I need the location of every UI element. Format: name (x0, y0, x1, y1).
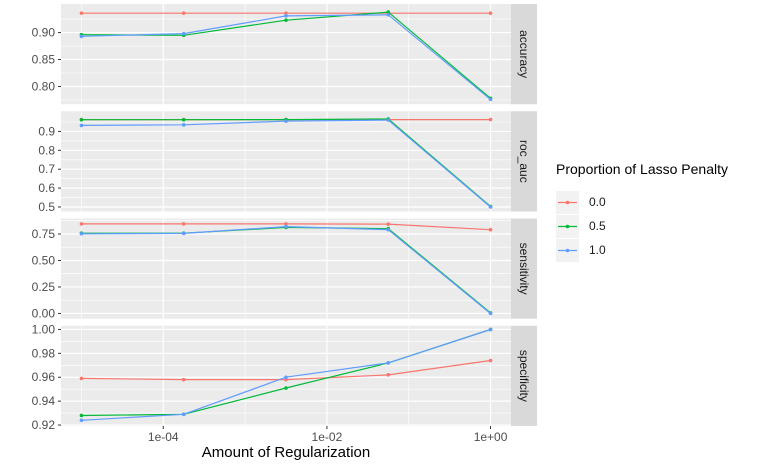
data-point (284, 11, 288, 15)
data-point (181, 222, 186, 226)
y-tick-label: 0.90 (32, 26, 56, 40)
data-point (79, 418, 84, 423)
facet-strip-label: roc_auc (517, 140, 531, 183)
y-tick-label: 0.5 (38, 200, 55, 214)
data-point (488, 11, 493, 15)
facet-strip (511, 4, 537, 105)
facet-strip (511, 325, 537, 426)
data-point (181, 377, 186, 382)
facet-strip-label: specificity (517, 350, 531, 402)
y-tick-label: 0.80 (32, 79, 56, 93)
y-tick-label: 0.85 (32, 53, 56, 67)
y-tick-label: 0.75 (32, 227, 56, 241)
data-point (79, 376, 84, 381)
facet-strip (511, 111, 537, 212)
legend-entries: 0.0 0.5 1.0 (556, 190, 766, 262)
data-point (386, 118, 391, 122)
x-tick-label: 1e-02 (312, 430, 343, 444)
y-tick-label: 0.94 (32, 394, 56, 408)
legend-entry-label: 0.5 (589, 219, 606, 233)
data-point (79, 117, 84, 122)
y-tick-label: 0.98 (32, 346, 56, 360)
y-tick-label: 0.00 (32, 306, 56, 320)
x-axis-title: Amount of Regularization (201, 444, 371, 461)
legend-key-icon (556, 214, 579, 238)
data-point (79, 222, 84, 226)
legend-entry-0.0: 0.0 (556, 190, 766, 214)
data-point (79, 11, 84, 15)
x-tick-label: 1e-04 (148, 430, 179, 444)
y-tick-label: 0.25 (32, 280, 56, 294)
legend-entry-label: 0.0 (589, 195, 606, 209)
data-point (386, 373, 391, 377)
data-point (181, 31, 186, 36)
legend-entry-label: 1.0 (589, 243, 606, 257)
facet-strip-label: sensitivity (517, 243, 531, 295)
data-point (284, 386, 288, 390)
data-point (488, 327, 493, 332)
y-tick-label: 1.00 (32, 322, 56, 336)
y-tick-label: 0.8 (38, 143, 55, 157)
y-tick-label: 0.6 (38, 181, 55, 195)
y-tick-label: 0.7 (38, 162, 55, 176)
y-tick-label: 0.96 (32, 370, 56, 384)
y-tick-label: 0.9 (38, 124, 55, 138)
data-point (488, 117, 493, 122)
facet-panel (61, 111, 511, 212)
data-point (488, 205, 493, 209)
data-point (181, 231, 186, 236)
data-point (79, 413, 84, 418)
data-point (181, 412, 186, 417)
data-point (386, 10, 391, 14)
legend-entry-0.5: 0.5 (556, 214, 766, 238)
legend-key-icon (556, 238, 579, 262)
data-point (79, 123, 84, 128)
data-point (284, 18, 288, 22)
data-point (284, 222, 288, 226)
data-point (181, 123, 186, 127)
data-point (284, 224, 288, 229)
y-tick-label: 0.92 (32, 418, 56, 432)
data-point (386, 361, 391, 365)
data-point (284, 375, 288, 380)
data-point (488, 227, 493, 232)
data-point (284, 119, 288, 123)
data-point (79, 231, 84, 236)
legend-entry-1.0: 1.0 (556, 238, 766, 262)
y-tick-label: 0.50 (32, 253, 56, 267)
legend-key-icon (556, 190, 579, 214)
legend-title: Proportion of Lasso Penalty (556, 161, 728, 177)
data-point (386, 222, 391, 226)
data-point (386, 227, 391, 232)
data-point (488, 311, 493, 316)
x-tick-label: 1e+00 (474, 430, 508, 444)
data-point (181, 117, 186, 122)
legend: Proportion of Lasso Penalty 0.0 0.5 1.0 (556, 161, 766, 262)
facet-strip-label: accuracy (517, 30, 531, 78)
data-point (386, 12, 391, 17)
data-point (284, 14, 288, 18)
data-point (79, 34, 84, 39)
data-point (488, 97, 493, 102)
data-point (181, 11, 186, 15)
data-point (488, 358, 493, 363)
facet-strip (511, 218, 537, 319)
